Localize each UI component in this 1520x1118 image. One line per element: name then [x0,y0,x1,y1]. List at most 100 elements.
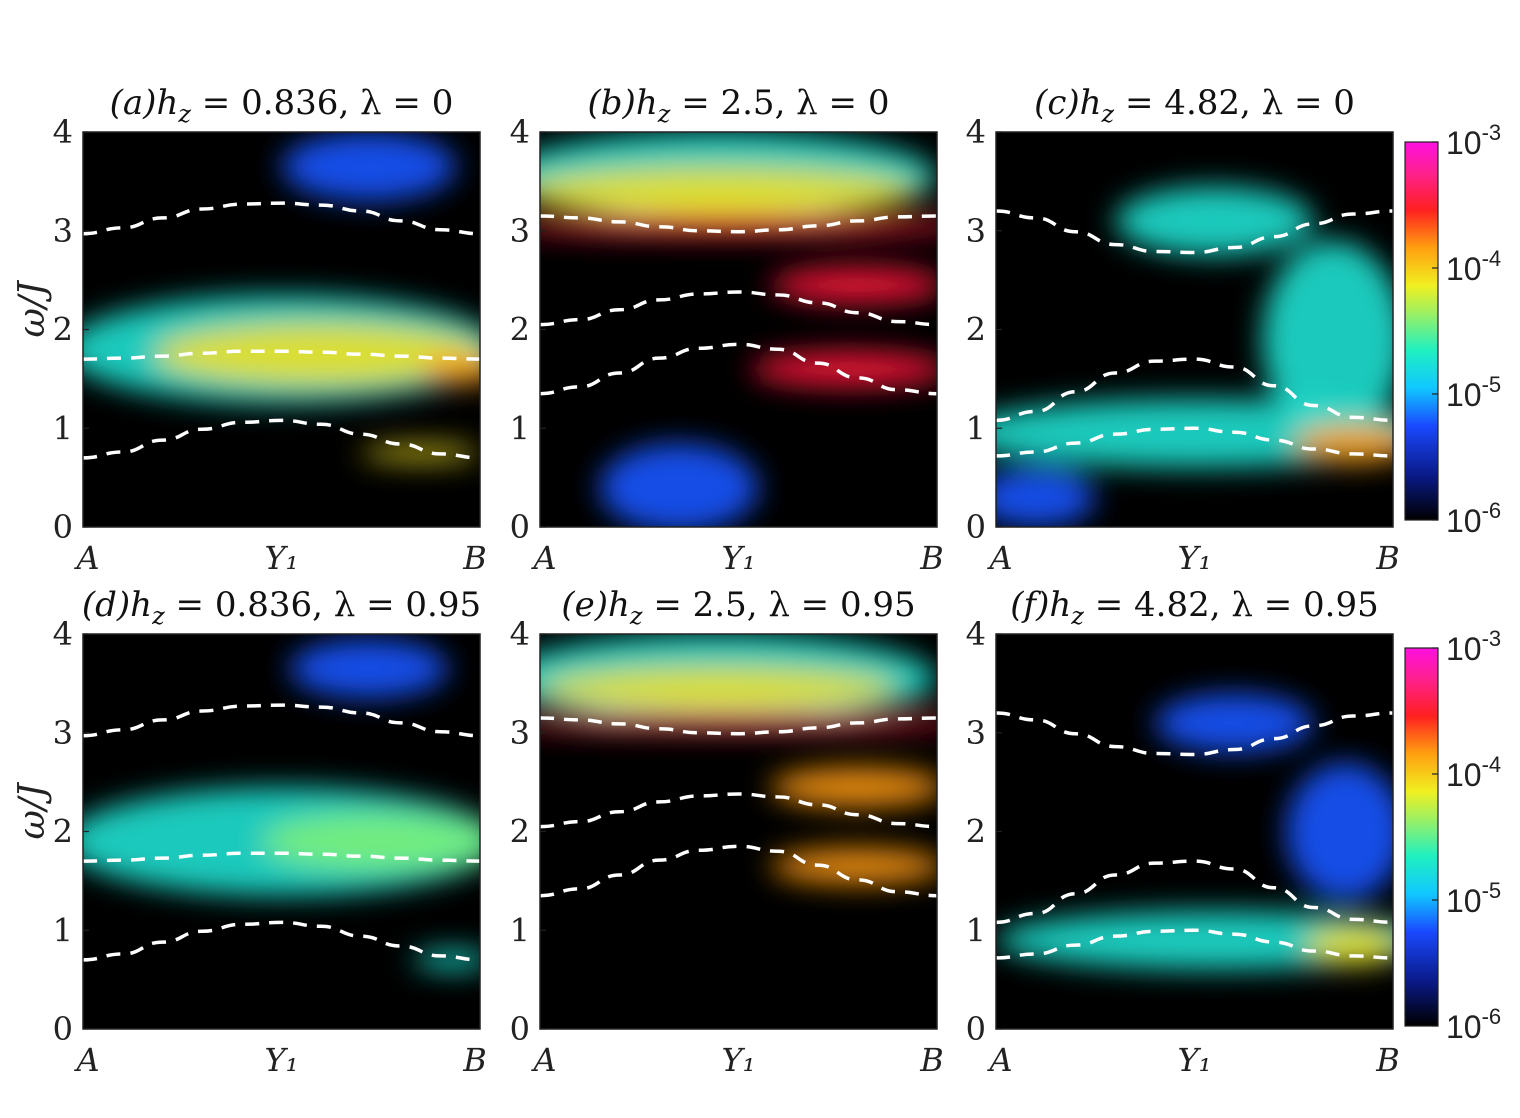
colorbar-tick-label: 10-3 [1446,120,1501,161]
x-tick-label: Y₁ [1178,539,1212,577]
y-axis-label: ω/J [12,279,53,337]
y-tick-label: 3 [53,714,73,752]
intensity-region [996,398,1393,468]
intensity-region [540,666,898,711]
heatmap-panel: 0 1 2 3 4 A Y₁ B (b)hz = 2.5, λ = 0 [510,83,944,577]
y-tick-label: 0 [510,508,530,546]
dispersion-curve [83,349,480,361]
y-tick-label: 2 [510,813,530,851]
dispersion-curve [83,920,480,962]
intensity-region [412,950,480,970]
x-tick-label: A [986,539,1012,577]
intensity-region [540,215,937,236]
intensity-region [599,443,759,527]
y-tick-label: 3 [966,212,986,250]
y-tick-label: 1 [966,911,986,949]
intensity-region [261,811,480,871]
y-tick-label: 1 [966,409,986,447]
dispersion-curve [540,792,937,829]
x-tick-label: B [919,1041,944,1079]
x-tick-label: A [530,539,556,577]
x-tick-label: Y₁ [265,539,299,577]
dispersion-curve [996,357,1393,423]
x-tick-label: B [1375,539,1400,577]
x-tick-label: Y₁ [1178,1041,1212,1079]
dispersion-curve [996,859,1393,925]
y-tick-label: 1 [53,911,73,949]
dispersion-curve [540,716,937,736]
panel-title: (e)hz = 2.5, λ = 0.95 [561,585,915,630]
intensity-region [289,638,449,699]
y-tick-label: 4 [53,615,73,653]
intensity-region [996,910,1393,970]
intensity-region [154,322,480,386]
dispersion-curve [83,418,480,460]
dispersion-curve [996,928,1393,960]
panel-title: (b)hz = 2.5, λ = 0 [588,83,890,128]
heatmap-panel: 0 1 2 3 4 A Y₁ B (a)hz = 0.836, λ = 0 ω/J [12,83,487,577]
dispersion-curve [83,703,480,738]
x-tick-label: B [1375,1041,1400,1079]
intensity-region [750,351,937,387]
x-tick-label: A [73,1041,99,1079]
y-tick-label: 4 [510,113,530,151]
colorbar-tick-label: 10-4 [1446,246,1501,287]
intensity-region [1154,693,1314,753]
intensity-region [281,132,457,202]
y-tick-label: 3 [966,714,986,752]
dispersion-curve [996,426,1393,458]
y-tick-label: 4 [966,615,986,653]
colorbar-gradient [1404,647,1439,1027]
x-tick-label: B [462,539,487,577]
dispersion-curve [996,711,1393,757]
y-tick-label: 3 [510,714,530,752]
intensity-region [770,267,937,303]
colorbar-tick-label: 10-5 [1446,372,1501,413]
panel-title: (a)hz = 0.836, λ = 0 [110,83,454,128]
y-tick-label: 0 [966,1010,986,1048]
intensity-region [1262,240,1393,439]
y-axis-label: ω/J [12,781,53,839]
intensity-region [1305,925,1393,965]
x-tick-label: A [530,1041,556,1079]
y-tick-label: 0 [53,1010,73,1048]
y-tick-label: 1 [510,911,530,949]
dispersion-curve [540,844,937,898]
y-tick-label: 0 [510,1010,530,1048]
dispersion-curve [540,342,937,396]
y-tick-label: 0 [966,508,986,546]
heatmap-panel: 0 1 2 3 4 A Y₁ B (c)hz = 4.82, λ = 0 [966,83,1400,577]
y-tick-label: 2 [510,311,530,349]
x-tick-label: Y₁ [722,539,756,577]
heatmap-panel: 0 1 2 3 4 A Y₁ B (f)hz = 4.82, λ = 0.95 [966,585,1400,1079]
y-tick-label: 3 [510,212,530,250]
y-tick-label: 2 [966,311,986,349]
colorbar-tick-label: 10-4 [1446,752,1501,793]
panel-title: (c)hz = 4.82, λ = 0 [1034,83,1355,128]
intensity-region [420,354,480,384]
heatmap-panel: 0 1 2 3 4 A Y₁ B (e)hz = 2.5, λ = 0.95 [510,585,944,1079]
x-tick-label: Y₁ [265,1041,299,1079]
intensity-region [770,767,937,807]
y-tick-label: 3 [53,212,73,250]
intensity-region [1115,186,1314,256]
x-tick-label: B [462,1041,487,1079]
colorbar-tick-label: 10-3 [1446,626,1501,667]
intensity-region [540,166,918,216]
panel-title: (d)hz = 0.836, λ = 0.95 [82,585,481,630]
y-tick-label: 2 [966,813,986,851]
colorbar-tick-label: 10-6 [1446,1004,1501,1045]
dispersion-curve [540,214,937,234]
intensity-region [1285,762,1393,901]
intensity-region [770,848,937,884]
colorbar-tick-label: 10-5 [1446,878,1501,919]
dispersion-curve [83,201,480,236]
y-tick-label: 4 [966,113,986,151]
intensity-region [360,445,480,461]
dispersion-curve [996,209,1393,255]
x-tick-label: A [986,1041,1012,1079]
y-tick-label: 2 [53,311,73,349]
heatmap-panel: 0 1 2 3 4 A Y₁ B (d)hz = 0.836, λ = 0.95 ω/J [12,585,487,1079]
panel-title: (f)hz = 4.82, λ = 0.95 [1010,585,1378,630]
